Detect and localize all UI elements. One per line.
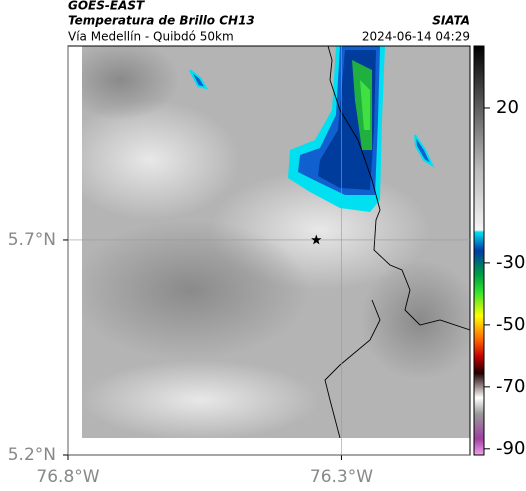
colorbar-label: -30 bbox=[496, 252, 525, 273]
colorbar-label: 20 bbox=[496, 97, 519, 118]
colorbar bbox=[473, 45, 485, 456]
colorbar-label: -90 bbox=[496, 438, 525, 459]
location-marker bbox=[311, 234, 322, 245]
colorbar-label: -70 bbox=[496, 376, 525, 397]
y-tick-label: 5.7°N bbox=[8, 230, 56, 250]
subtitle: Vía Medellín - Quibdó 50km bbox=[68, 30, 234, 44]
satellite-image bbox=[82, 46, 470, 438]
timestamp: 2024-06-14 04:29 bbox=[362, 30, 470, 44]
colorbar-label: -50 bbox=[496, 314, 525, 335]
title: Temperatura de Brillo CH13 bbox=[68, 14, 255, 28]
y-tick-label: 5.2°N bbox=[8, 445, 56, 465]
source: GOES-EAST bbox=[68, 0, 145, 13]
x-tick-label: 76.3°W bbox=[310, 467, 373, 487]
agency: SIATA bbox=[432, 14, 470, 28]
x-tick-label: 76.8°W bbox=[36, 467, 99, 487]
